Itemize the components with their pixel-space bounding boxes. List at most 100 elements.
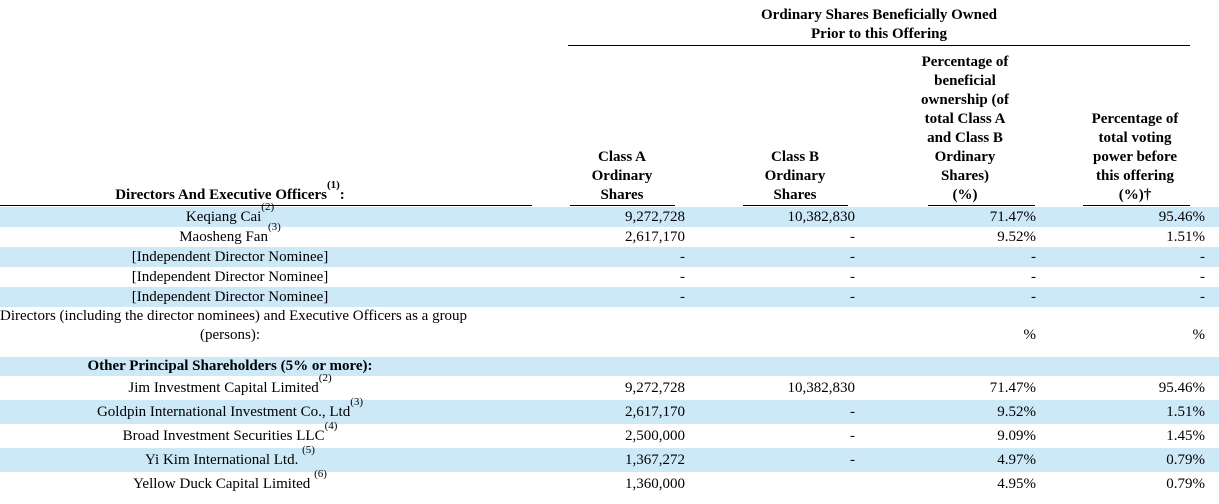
shareholder-name-cell: Broad Investment Securities LLC(4) [0,421,460,448]
table-row: Jim Investment Capital Limited(2) 9,272,… [0,373,1219,400]
group-header-ordinary-shares: Ordinary Shares Beneficially Owned Prior… [568,6,1190,46]
footnote-superscript: (3) [350,396,364,408]
class-b-shares-cell: - [850,289,855,305]
pct-ownership-cell: 9.09% [997,428,1036,444]
pct-voting-cell: 0.79% [1166,476,1205,492]
class-b-shares-cell: - [850,452,855,468]
header-rule-directors [0,205,532,206]
class-a-shares-cell: 1,360,000 [625,476,685,492]
header-rule-pct-ownership [928,205,1035,206]
footnote-superscript: (4) [324,420,338,432]
class-a-shares-cell: - [680,249,685,265]
shareholder-name: Yellow Duck Capital Limited [133,476,315,492]
shareholder-name: Yi Kim International Ltd. [145,452,303,468]
pct-ownership-cell: - [1031,289,1036,305]
table-row: Keqiang Cai(2) 9,272,728 10,382,830 71.4… [0,202,1219,227]
group-header-line2: Prior to this Offering [811,26,947,42]
shareholder-name: Broad Investment Securities LLC [122,428,325,444]
shareholder-name-cell: Maosheng Fan(3) [0,222,460,247]
table-body: Keqiang Cai(2) 9,272,728 10,382,830 71.4… [0,202,1219,496]
footnote-superscript: (5) [302,444,315,456]
class-a-shares-cell: - [680,269,685,285]
table-row: Other Principal Shareholders (5% or more… [0,357,1219,376]
shareholder-name: Directors (including the director nomine… [0,308,468,324]
footnote-superscript: (3) [267,221,281,233]
class-b-shares-cell: 10,382,830 [787,209,856,225]
class-a-shares-cell: 2,617,170 [625,404,685,420]
pct-voting-cell: - [1200,269,1205,285]
shareholder-name-cell: Jim Investment Capital Limited(2) [0,373,460,400]
class-a-shares-cell: 2,617,170 [625,229,685,245]
pct-ownership-cell: 9.52% [997,404,1036,420]
pct-voting-cell: 1.51% [1166,404,1205,420]
group-header-line1: Ordinary Shares Beneficially Owned [761,7,997,23]
class-b-shares-cell: - [850,428,855,444]
pct-voting-cell: - [1200,249,1205,265]
class-a-shares-cell: 9,272,728 [625,209,685,225]
shareholder-name: Keqiang Cai [185,209,262,225]
shareholder-name: Other Principal Shareholders (5% or more… [87,358,373,374]
column-header-pct-ownership: Percentage of beneficial ownership (of t… [921,54,1009,203]
shareholder-name-cell: Goldpin International Investment Co., Lt… [0,397,460,424]
class-b-shares-cell: - [850,404,855,420]
shareholder-name: [Independent Director Nominee] [131,289,329,305]
column-header-directors-text: Directors And Executive Officers [115,187,327,203]
class-a-shares-cell: - [680,289,685,305]
pct-voting-cell: 1.51% [1166,229,1205,245]
class-a-shares-cell: 9,272,728 [625,380,685,396]
column-header-class-a-shares: Class A Ordinary Shares [591,149,653,203]
shareholder-name-cell: [Independent Director Nominee] [0,287,460,307]
pct-voting-cell: 95.46% [1158,209,1205,225]
class-b-shares-cell: 10,382,830 [787,380,856,396]
shareholder-name-cell: Other Principal Shareholders (5% or more… [0,357,460,376]
pct-ownership-cell: - [1031,269,1036,285]
table-row: [Independent Director Nominee] - - - - [0,287,1219,307]
pct-voting-cell: 0.79% [1166,452,1205,468]
shareholder-name-cell: Keqiang Cai(2) [0,202,460,227]
shareholder-name: Jim Investment Capital Limited [128,380,319,396]
pct-voting-cell: - [1200,289,1205,305]
table-row: Maosheng Fan(3) 2,617,170 - 9.52% 1.51% [0,222,1219,247]
table-row: [Independent Director Nominee] - - - - [0,247,1219,267]
footnote-superscript: (2) [261,201,275,213]
table-row: [Independent Director Nominee] - - - - [0,267,1219,287]
column-header-pct-voting: Percentage of total voting power before … [1091,111,1179,203]
table-row: Yellow Duck Capital Limited (6) 1,360,00… [0,469,1219,496]
column-header-directors-suffix: : [339,187,345,203]
header-rule-pct-voting [1083,205,1190,206]
pct-ownership-cell: 71.47% [989,209,1036,225]
shareholder-name-cell: Yellow Duck Capital Limited (6) [0,469,460,496]
class-b-shares-cell: - [850,269,855,285]
class-a-shares-cell: 1,367,272 [625,452,685,468]
class-b-shares-cell: - [850,249,855,265]
pct-ownership-cell: - [1031,249,1036,265]
shareholder-name: Goldpin International Investment Co., Lt… [96,404,351,420]
shareholder-name-cell: Yi Kim International Ltd. (5) [0,445,460,472]
pct-voting-cell: % [1192,327,1206,343]
footnote-superscript: (2) [318,372,332,384]
shareholder-name: [Independent Director Nominee] [131,249,329,265]
pct-ownership-cell: % [1023,327,1037,343]
shareholder-name-line2: (persons): [200,327,260,343]
column-header-directors: Directors And Executive Officers(1): [0,180,460,205]
footnote-superscript: (6) [314,468,327,480]
pct-ownership-cell: 71.47% [989,380,1036,396]
table-row: Directors (including the director nomine… [0,307,1219,357]
pct-ownership-cell: 4.95% [997,476,1036,492]
pct-ownership-cell: 4.97% [997,452,1036,468]
pct-voting-cell: 95.46% [1158,380,1205,396]
class-b-shares-cell: - [850,229,855,245]
pct-voting-cell: 1.45% [1166,428,1205,444]
shareholder-name: Maosheng Fan [179,229,268,245]
shareholder-name-cell: [Independent Director Nominee] [0,247,460,267]
table-header: Ordinary Shares Beneficially Owned Prior… [0,0,1219,207]
pct-ownership-cell: 9.52% [997,229,1036,245]
shareholder-name-cell: Directors (including the director nomine… [0,307,468,345]
column-header-class-b-shares: Class B Ordinary Shares [764,149,826,203]
table-row: Yi Kim International Ltd. (5) 1,367,272 … [0,445,1219,472]
footnote-superscript: (1) [326,179,340,191]
shareholder-name: [Independent Director Nominee] [131,269,329,285]
table-row: Broad Investment Securities LLC(4) 2,500… [0,421,1219,448]
table-row: Goldpin International Investment Co., Lt… [0,397,1219,424]
